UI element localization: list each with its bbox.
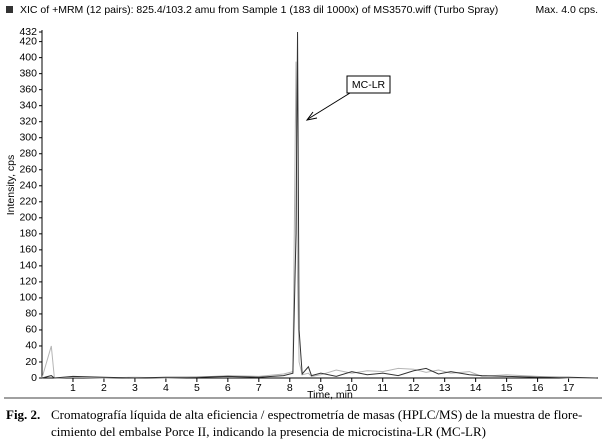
y-tick-label: 40	[25, 340, 37, 352]
x-tick-label: 6	[225, 382, 231, 394]
chart-title: XIC of +MRM (12 pairs): 825.4/103.2 amu …	[20, 4, 498, 16]
y-tick-label: 100	[19, 292, 37, 304]
legend-icon	[6, 6, 13, 13]
y-tick-label: 300	[19, 132, 37, 144]
y-tick-label: 420	[19, 35, 37, 47]
y-tick-label: 260	[19, 164, 37, 176]
annotation: MC-LR	[352, 79, 386, 91]
annotation-box	[346, 75, 391, 94]
y-tick-label: 360	[19, 83, 37, 95]
max-note: Max. 4.0 cps.	[536, 4, 598, 16]
x-tick-label: 16	[532, 382, 544, 394]
y-tick-label: 320	[19, 115, 37, 127]
y-tick-label: 0	[31, 372, 37, 384]
y-tick-label: 80	[25, 308, 37, 320]
x-tick-label: 11	[377, 382, 388, 394]
y-axis-label: Intensity, cps	[5, 155, 17, 216]
caption-label: Fig. 2.	[6, 407, 40, 422]
y-tick-label: 120	[19, 276, 37, 288]
annotation-arrow	[307, 92, 351, 120]
y-tick-label: 432	[19, 26, 37, 38]
x-tick-label: 13	[439, 382, 451, 394]
y-tick-label: 240	[19, 180, 37, 192]
caption-line: cimiento del embalse Porce II, indicando…	[51, 424, 486, 439]
x-tick-label: 10	[346, 382, 358, 394]
y-tick-label: 400	[19, 51, 37, 63]
y-tick-label: 180	[19, 228, 37, 240]
caption-line: Cromatografía líquida de alta eficiencia…	[51, 407, 582, 422]
x-tick-label: 1	[70, 382, 76, 394]
x-tick-label: 14	[470, 382, 482, 394]
x-tick-label: 7	[256, 382, 262, 394]
x-tick-label: 8	[287, 382, 293, 394]
x-tick-label: 4	[163, 382, 169, 394]
series-line	[41, 61, 597, 379]
x-tick-label: 12	[408, 382, 420, 394]
y-tick-label: 160	[19, 244, 37, 256]
y-tick-label: 140	[19, 260, 37, 272]
x-tick-label: 3	[132, 382, 138, 394]
y-tick-label: 220	[19, 196, 37, 208]
x-tick-label: 5	[194, 382, 200, 394]
series-line	[41, 31, 597, 379]
y-tick-label: 340	[19, 99, 37, 111]
x-tick-label: 9	[318, 382, 324, 394]
y-tick-label: 20	[25, 356, 37, 368]
y-tick-label: 280	[19, 148, 37, 160]
y-tick-label: 380	[19, 67, 37, 79]
x-tick-label: 17	[563, 382, 575, 394]
arrow-head	[305, 111, 318, 121]
y-tick-label: 200	[19, 212, 37, 224]
x-tick-label: 2	[101, 382, 107, 394]
y-tick-label: 60	[25, 324, 37, 336]
x-tick-label: 15	[501, 382, 513, 394]
